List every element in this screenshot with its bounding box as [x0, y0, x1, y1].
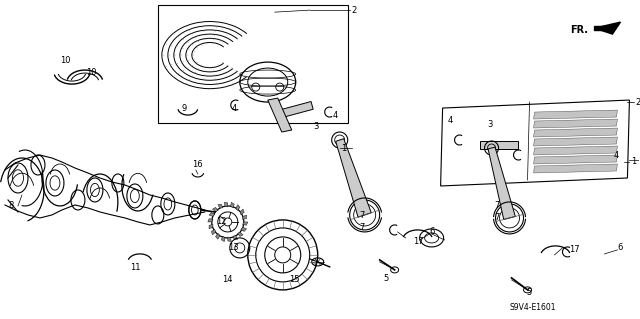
Polygon shape [209, 225, 213, 229]
Polygon shape [221, 236, 225, 241]
Text: 1: 1 [632, 158, 637, 167]
Polygon shape [237, 232, 243, 236]
Text: 6: 6 [429, 227, 435, 236]
Text: 16: 16 [192, 160, 202, 169]
Polygon shape [534, 119, 618, 128]
Polygon shape [230, 202, 234, 208]
Text: 5: 5 [527, 288, 532, 297]
Text: 4: 4 [614, 151, 619, 160]
Text: 8: 8 [8, 202, 13, 211]
Text: S9V4-E1601: S9V4-E1601 [509, 303, 556, 312]
Text: 1: 1 [340, 144, 346, 152]
Text: 4: 4 [333, 111, 338, 120]
Polygon shape [534, 128, 618, 137]
Text: 7: 7 [495, 213, 500, 222]
Text: 4: 4 [447, 115, 453, 124]
Text: 10: 10 [86, 68, 97, 77]
Polygon shape [534, 137, 618, 146]
Polygon shape [241, 227, 246, 232]
Polygon shape [336, 139, 371, 217]
Text: 2: 2 [636, 98, 640, 107]
Polygon shape [209, 212, 215, 217]
Polygon shape [225, 202, 228, 207]
Polygon shape [534, 110, 618, 119]
Text: 6: 6 [618, 243, 623, 252]
Text: 14: 14 [223, 275, 233, 285]
Polygon shape [268, 98, 292, 132]
Polygon shape [440, 100, 629, 186]
Polygon shape [488, 147, 515, 219]
Polygon shape [211, 229, 216, 235]
Text: 3: 3 [488, 120, 493, 129]
Polygon shape [534, 146, 618, 155]
Text: 7: 7 [360, 223, 365, 233]
Polygon shape [243, 222, 248, 225]
Polygon shape [218, 204, 223, 208]
Polygon shape [240, 209, 244, 214]
Polygon shape [208, 219, 213, 222]
Text: 5: 5 [383, 274, 389, 283]
Polygon shape [243, 215, 246, 219]
Text: 7: 7 [495, 202, 500, 211]
Polygon shape [216, 234, 220, 239]
Text: 3: 3 [314, 122, 319, 130]
Text: 4: 4 [232, 104, 237, 113]
Bar [158, 5, 348, 123]
Text: 17: 17 [413, 237, 423, 246]
Text: 13: 13 [228, 243, 239, 252]
Text: 15: 15 [289, 275, 300, 285]
Polygon shape [233, 236, 238, 240]
Bar [479, 141, 518, 149]
Polygon shape [228, 237, 231, 241]
Text: 11: 11 [130, 263, 140, 272]
Text: 10: 10 [60, 56, 70, 64]
Text: 9: 9 [182, 104, 187, 113]
Polygon shape [595, 22, 620, 34]
Polygon shape [212, 207, 218, 212]
Text: 7: 7 [360, 211, 365, 220]
Polygon shape [595, 26, 612, 30]
Polygon shape [534, 164, 618, 173]
Text: 2: 2 [352, 6, 357, 15]
Text: 12: 12 [216, 218, 227, 226]
Polygon shape [534, 155, 618, 164]
Bar [276, 101, 313, 119]
Text: 17: 17 [570, 245, 580, 255]
Text: FR.: FR. [570, 25, 589, 35]
Polygon shape [236, 205, 240, 211]
